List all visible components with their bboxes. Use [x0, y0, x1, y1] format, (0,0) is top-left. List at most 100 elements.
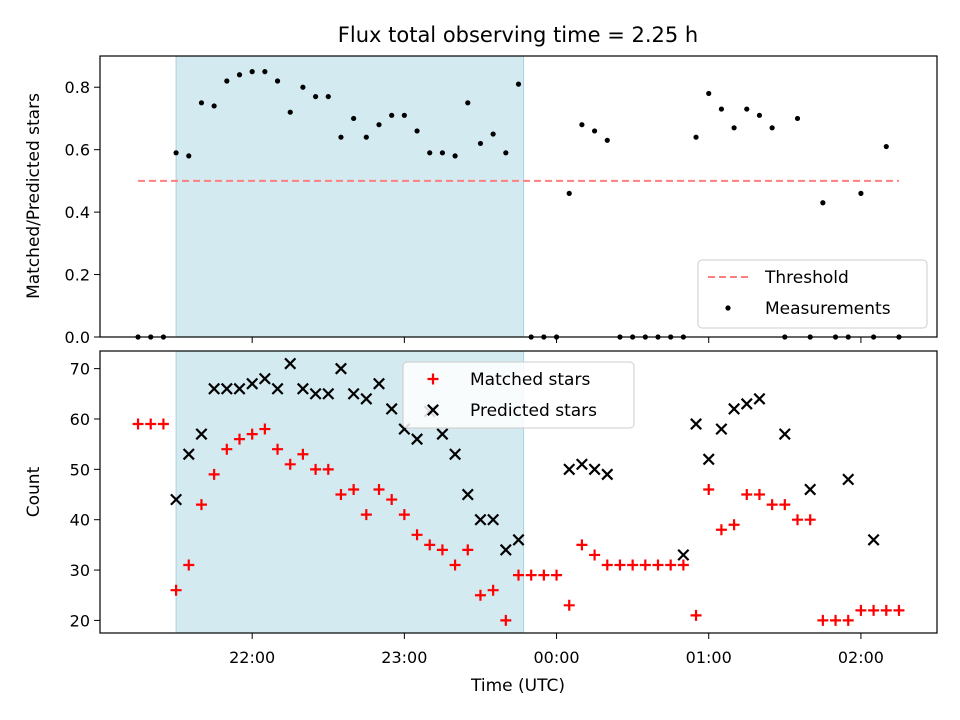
matched-point — [855, 604, 867, 616]
data-point — [414, 128, 420, 134]
data-point — [579, 122, 585, 128]
y-tick-label: 0.2 — [65, 266, 90, 285]
predicted-point — [385, 402, 398, 415]
legend-matched-swatch — [427, 373, 439, 385]
predicted-point — [588, 463, 601, 476]
matched-point — [183, 559, 195, 571]
data-point — [198, 100, 205, 106]
matched-point — [868, 604, 880, 616]
predicted-point — [411, 433, 424, 446]
y-axis-label: Count — [24, 466, 44, 517]
legend-measurement-swatch — [725, 305, 731, 311]
data-point — [363, 134, 369, 140]
x-axis-label: Time (UTC) — [470, 676, 565, 696]
legend-box — [697, 259, 928, 329]
matched-point — [373, 483, 385, 495]
matched-point — [474, 589, 486, 601]
matched-point — [424, 539, 436, 551]
data-point — [452, 153, 458, 159]
matched-point — [804, 514, 816, 526]
matched-point — [157, 418, 169, 430]
predicted-point — [373, 377, 385, 390]
predicted-point — [347, 387, 360, 400]
y-tick-label: 60 — [70, 410, 90, 429]
matched-point — [652, 559, 664, 571]
predicted-point — [284, 357, 297, 370]
matched-point — [195, 499, 207, 511]
predicted-point — [601, 468, 614, 481]
matched-point — [893, 604, 905, 616]
matched-point — [272, 443, 284, 455]
predicted-point — [474, 513, 487, 526]
data-point — [427, 150, 433, 156]
predicted-point — [233, 382, 246, 395]
predicted-point — [360, 392, 373, 405]
matched-point — [322, 463, 334, 475]
predicted-point — [309, 387, 322, 400]
matched-point — [538, 569, 550, 581]
data-point — [401, 112, 407, 118]
predicted-point — [702, 453, 715, 466]
matched-point — [690, 609, 702, 621]
matched-point — [500, 614, 512, 626]
data-point — [769, 125, 775, 131]
matched-point — [234, 433, 245, 445]
matched-point — [576, 539, 588, 551]
matched-point — [639, 559, 651, 571]
legend-label: Threshold — [764, 268, 849, 288]
matched-point — [297, 448, 309, 460]
matched-point — [310, 463, 322, 475]
predicted-point — [715, 423, 728, 436]
y-tick-label: 50 — [70, 460, 90, 479]
chart-title: Flux total observing time = 2.25 h — [338, 23, 698, 47]
data-point — [236, 72, 243, 78]
predicted-point — [246, 377, 259, 390]
matched-point — [842, 614, 854, 626]
data-point — [693, 134, 699, 140]
y-tick-label: 0.4 — [65, 203, 90, 222]
data-point — [794, 115, 801, 122]
x-tick-label: 00:00 — [533, 648, 579, 667]
y-axis-label: Matched/Predicted stars — [24, 93, 44, 299]
data-point — [883, 143, 889, 150]
data-point — [706, 90, 712, 97]
predicted-point — [296, 382, 309, 395]
data-point — [731, 125, 737, 131]
data-point — [312, 93, 319, 100]
data-point — [477, 140, 484, 147]
data-point — [490, 131, 496, 137]
x-tick-label: 01:00 — [686, 648, 732, 667]
predicted-point — [461, 488, 474, 501]
data-point — [566, 190, 572, 196]
legend-label: Measurements — [765, 299, 891, 319]
count-panel: 20 30 40 50 60 70 22:00 23:00 00:00 01:00 02:00 Cou… — [24, 350, 938, 667]
matched-point — [614, 559, 626, 571]
observing-span — [175, 55, 525, 338]
data-point — [439, 150, 446, 156]
y-tick-label: 0.0 — [65, 328, 90, 347]
x-tick-label: 02:00 — [838, 648, 884, 667]
data-point — [515, 81, 522, 87]
matched-point — [830, 614, 842, 626]
matched-point — [221, 443, 233, 455]
matched-point — [398, 509, 410, 521]
data-point — [744, 106, 750, 112]
data-point — [224, 78, 230, 84]
matched-point — [589, 549, 601, 561]
data-point — [604, 137, 610, 143]
predicted-point — [334, 362, 347, 375]
predicted-point — [499, 543, 512, 556]
data-point — [389, 112, 395, 118]
data-point — [756, 112, 763, 118]
predicted-point — [170, 493, 183, 506]
matched-point — [741, 489, 753, 501]
data-point — [503, 150, 509, 156]
predicted-point — [740, 397, 753, 410]
legend-label: Predicted stars — [470, 401, 597, 421]
predicted-point — [728, 402, 741, 415]
matched-point — [386, 494, 398, 506]
matched-point — [145, 418, 157, 430]
ratio-panel: 0.0 0.2 0.4 0.6 0.8 Matched/Predicted stars Th… — [24, 55, 938, 347]
